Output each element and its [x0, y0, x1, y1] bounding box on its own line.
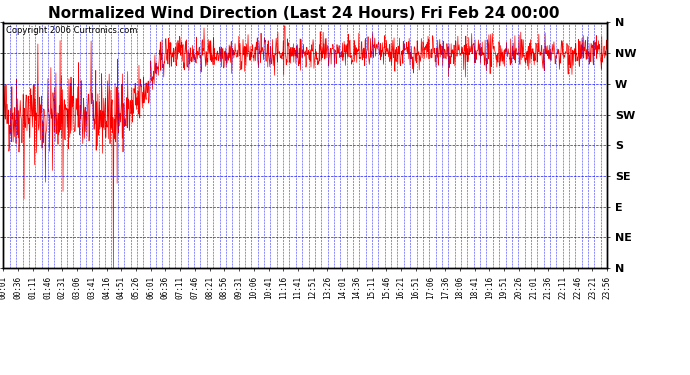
Text: Copyright 2006 Curtronics.com: Copyright 2006 Curtronics.com: [6, 26, 138, 35]
Text: Normalized Wind Direction (Last 24 Hours) Fri Feb 24 00:00: Normalized Wind Direction (Last 24 Hours…: [48, 6, 560, 21]
